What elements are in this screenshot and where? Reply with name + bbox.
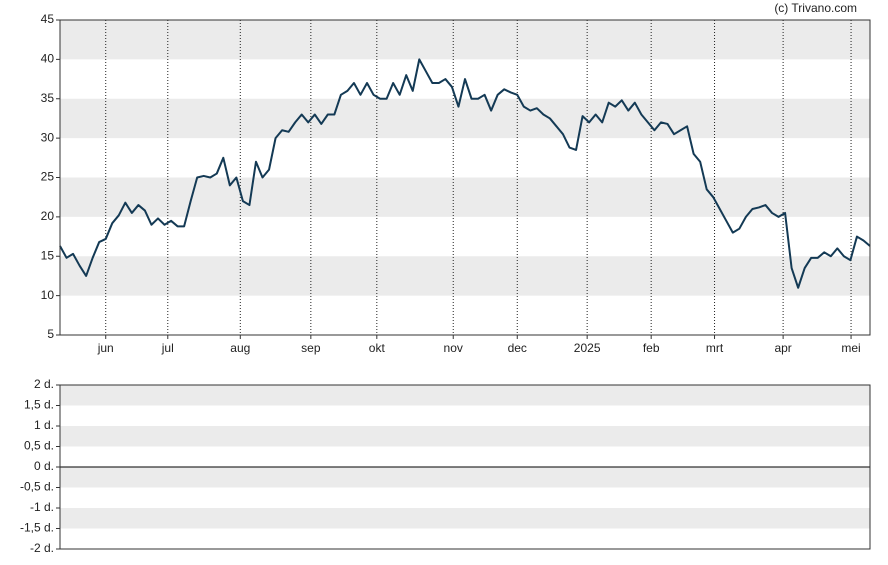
x-tick-label: apr [774,341,791,355]
x-tick-label: dec [508,341,527,355]
x-tick-label: aug [230,341,250,355]
y-tick-label: -1,5 d. [20,521,54,535]
x-tick-label: 2025 [574,341,601,355]
x-tick-label: nov [444,341,463,355]
y-tick-label: 1,5 d. [24,398,54,412]
band [60,177,870,217]
watermark: (c) Trivano.com [774,1,857,15]
band [60,98,870,139]
y-tick-label: 0,5 d. [24,439,54,453]
y-tick-label: 25 [41,170,55,184]
band [60,385,870,406]
y-tick-label: 0 d. [34,459,54,473]
y-tick-label: 40 [41,52,55,66]
y-tick-label: 30 [41,130,55,144]
x-tick-label: jun [97,341,114,355]
y-tick-label: 5 [47,327,54,341]
y-tick-label: 45 [41,12,55,26]
band [60,20,870,60]
x-tick-label: mrt [706,341,724,355]
y-tick-label: 15 [41,248,55,262]
y-tick-label: 35 [41,91,55,105]
x-tick-label: mei [841,341,860,355]
x-tick-label: okt [369,341,386,355]
plot-frame [59,19,871,336]
band [60,426,870,447]
y-tick-label: -1 d. [30,500,54,514]
plot-frame [59,384,871,550]
y-tick-label: -2 d. [30,541,54,555]
x-tick-label: jul [161,341,174,355]
y-tick-label: 20 [41,209,55,223]
y-tick-label: 1 d. [34,418,54,432]
band [60,508,870,529]
band [60,467,870,488]
x-tick-label: feb [643,341,660,355]
y-tick-label: 10 [41,288,55,302]
band [60,256,870,296]
y-tick-label: -0,5 d. [20,480,54,494]
y-tick-label: 2 d. [34,377,54,391]
x-tick-label: sep [301,341,321,355]
price-line [59,58,871,289]
